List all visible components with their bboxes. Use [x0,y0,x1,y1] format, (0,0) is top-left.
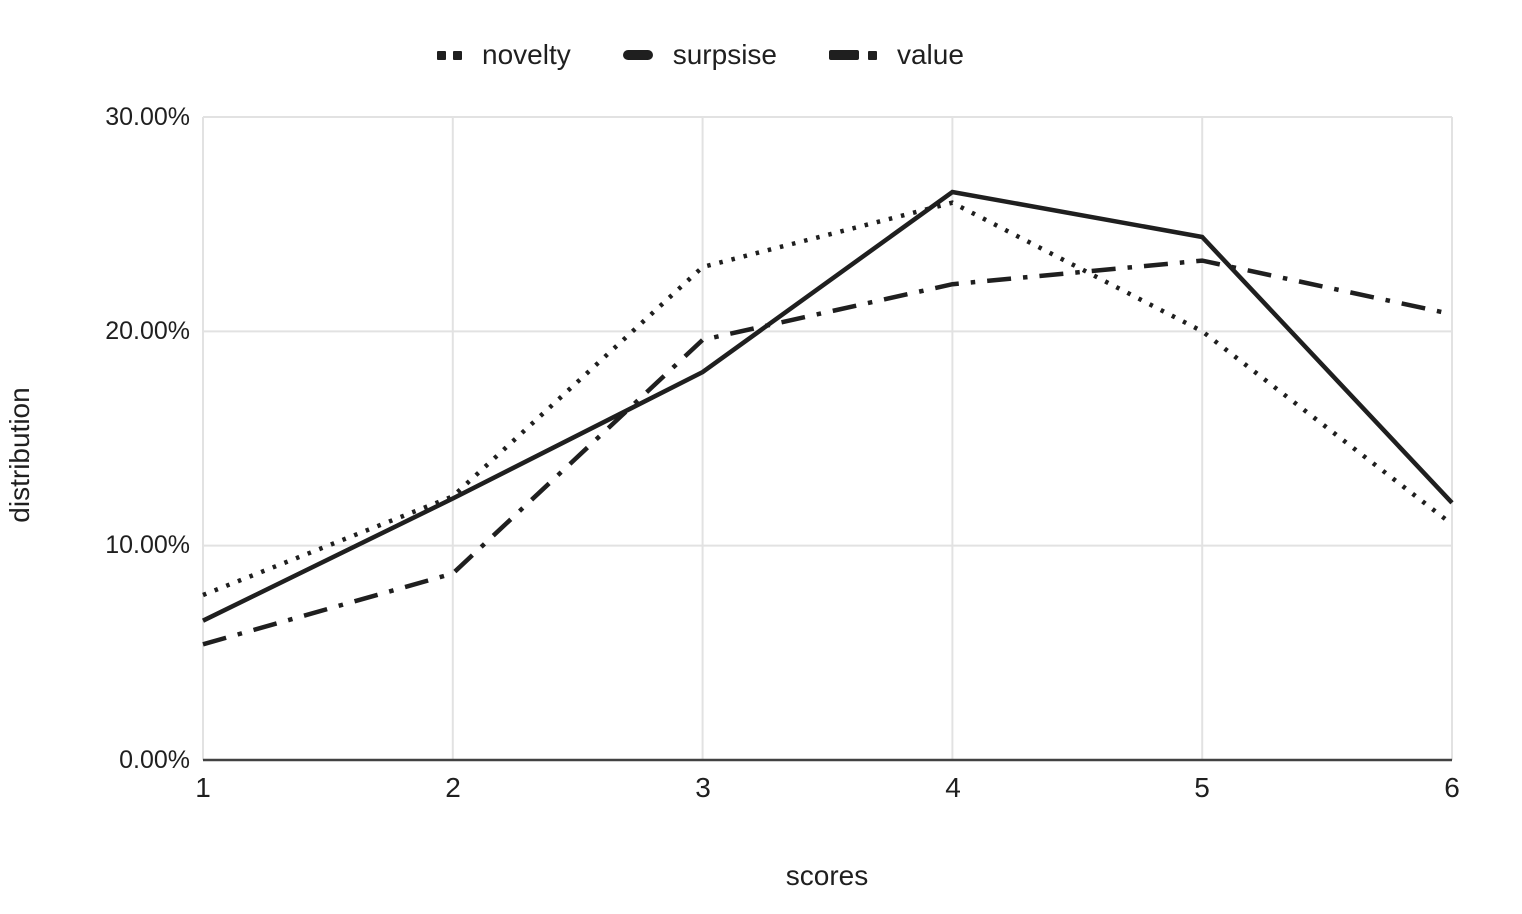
y-axis-title: distribution [4,387,35,523]
x-axis-title: scores [785,860,869,891]
legend-item-surpsise[interactable]: surpsise [622,38,777,72]
xtick-4: 4 [945,772,961,803]
xtick-1: 1 [195,772,211,803]
surpsise-solid-line-icon [622,50,653,60]
series-line-value [202,258,1453,647]
legend-item-novelty[interactable]: novelty [437,38,571,72]
novelty-dotted-line-icon [437,50,462,60]
xtick-3: 3 [695,772,711,803]
plot-area [202,116,1454,762]
ytick-30: 30.00% [105,103,190,131]
legend-label-value: value [896,39,964,70]
chart-legend: novelty surpsise value [437,38,964,72]
xtick-2: 2 [445,772,461,803]
series-line-surpsise [202,189,1454,623]
legend-label-surpsise: surpsise [672,39,777,70]
ytick-10: 10.00% [105,531,190,559]
legend-label-novelty: novelty [482,39,571,70]
legend-item-value[interactable]: value [828,38,964,72]
ytick-0: 0.00% [119,746,190,774]
series-line-novelty [202,200,1454,598]
value-dashdot-line-icon [828,50,877,60]
ytick-20: 20.00% [105,317,190,345]
xtick-5: 5 [1194,772,1210,803]
xtick-6: 6 [1444,772,1460,803]
